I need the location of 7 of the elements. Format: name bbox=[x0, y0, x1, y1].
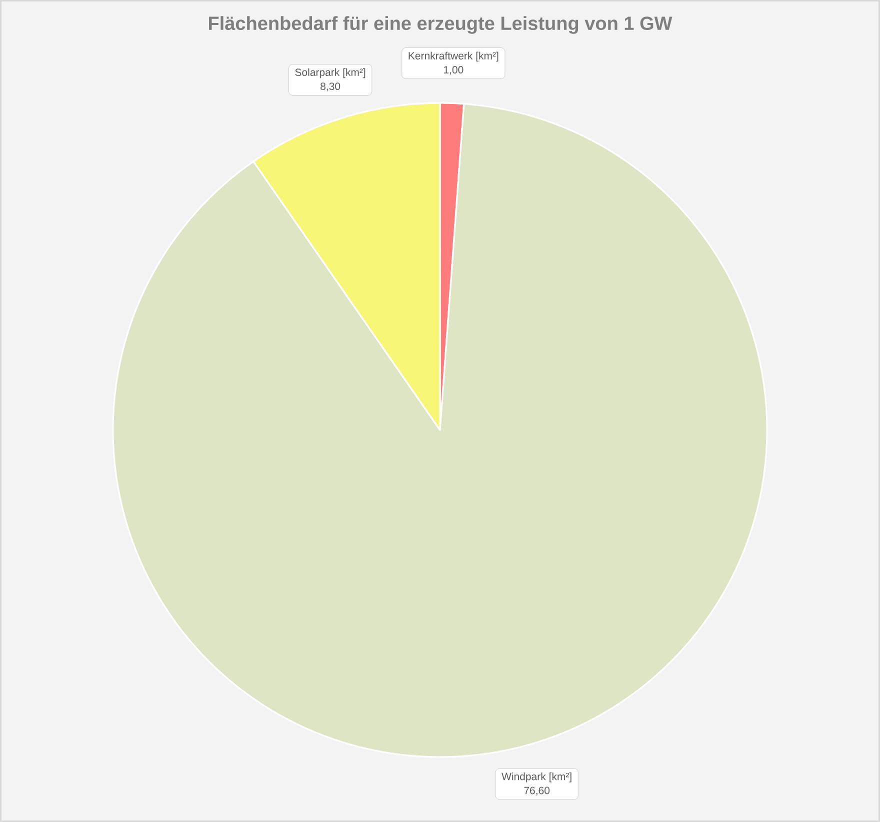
data-label: 8,30 bbox=[320, 82, 340, 92]
slice-label: Windpark [km²] bbox=[502, 772, 572, 782]
slice-label: Solarpark [km²] bbox=[295, 68, 366, 78]
slice-label: Kernkraftwerk [km²] bbox=[408, 52, 498, 62]
data-label: 1,00 bbox=[444, 66, 464, 75]
data-label: 76,60 bbox=[524, 786, 550, 796]
chart-title: Flächenbedarf für eine erzeugte Leistung von 1 GW bbox=[209, 16, 672, 34]
